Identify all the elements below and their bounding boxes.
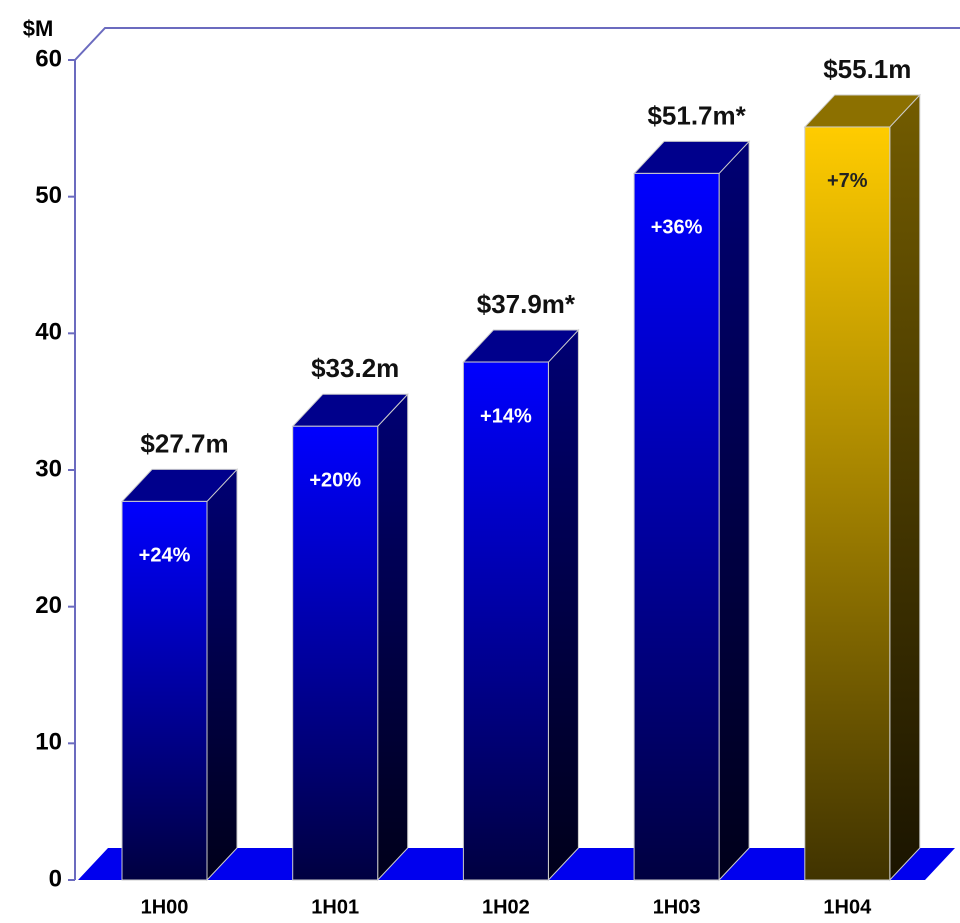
bar (803, 93, 921, 882)
y-tick-label: 0 (49, 865, 62, 892)
value-label: $33.2m (311, 353, 399, 383)
y-tick-label: 10 (35, 729, 62, 756)
bar (462, 328, 580, 882)
growth-label: +7% (827, 170, 868, 192)
x-tick-label: 1H03 (653, 896, 701, 918)
growth-label: +20% (309, 470, 361, 492)
y-axis-label: $M (23, 16, 54, 41)
value-label: $37.9m* (477, 289, 576, 319)
bar-front (633, 172, 720, 881)
bar (291, 393, 409, 882)
bar-side (377, 393, 409, 882)
y-tick-label: 30 (35, 455, 62, 482)
growth-label: +24% (139, 545, 191, 567)
x-tick-label: 1H04 (823, 896, 872, 918)
x-tick-label: 1H02 (482, 896, 530, 918)
growth-label: +14% (480, 405, 532, 427)
y-tick-label: 60 (35, 45, 62, 72)
y-tick-label: 20 (35, 592, 62, 619)
bar-front (462, 361, 549, 881)
bar-side (547, 328, 579, 882)
bar-front (121, 500, 208, 881)
y-tick-label: 50 (35, 182, 62, 209)
bar-side (206, 468, 238, 882)
bar-side (718, 140, 750, 882)
bar-front (292, 425, 379, 881)
bar-side (889, 93, 921, 882)
bar (120, 468, 239, 882)
value-label: $51.7m* (647, 100, 746, 130)
bar-front (804, 126, 891, 881)
value-label: $55.1m (823, 54, 911, 84)
y-tick-label: 40 (35, 319, 62, 346)
x-tick-label: 1H01 (311, 896, 359, 918)
bar (632, 140, 751, 882)
x-tick-label: 1H00 (141, 896, 189, 918)
value-label: $27.7m (140, 428, 228, 458)
growth-label: +36% (651, 217, 703, 239)
